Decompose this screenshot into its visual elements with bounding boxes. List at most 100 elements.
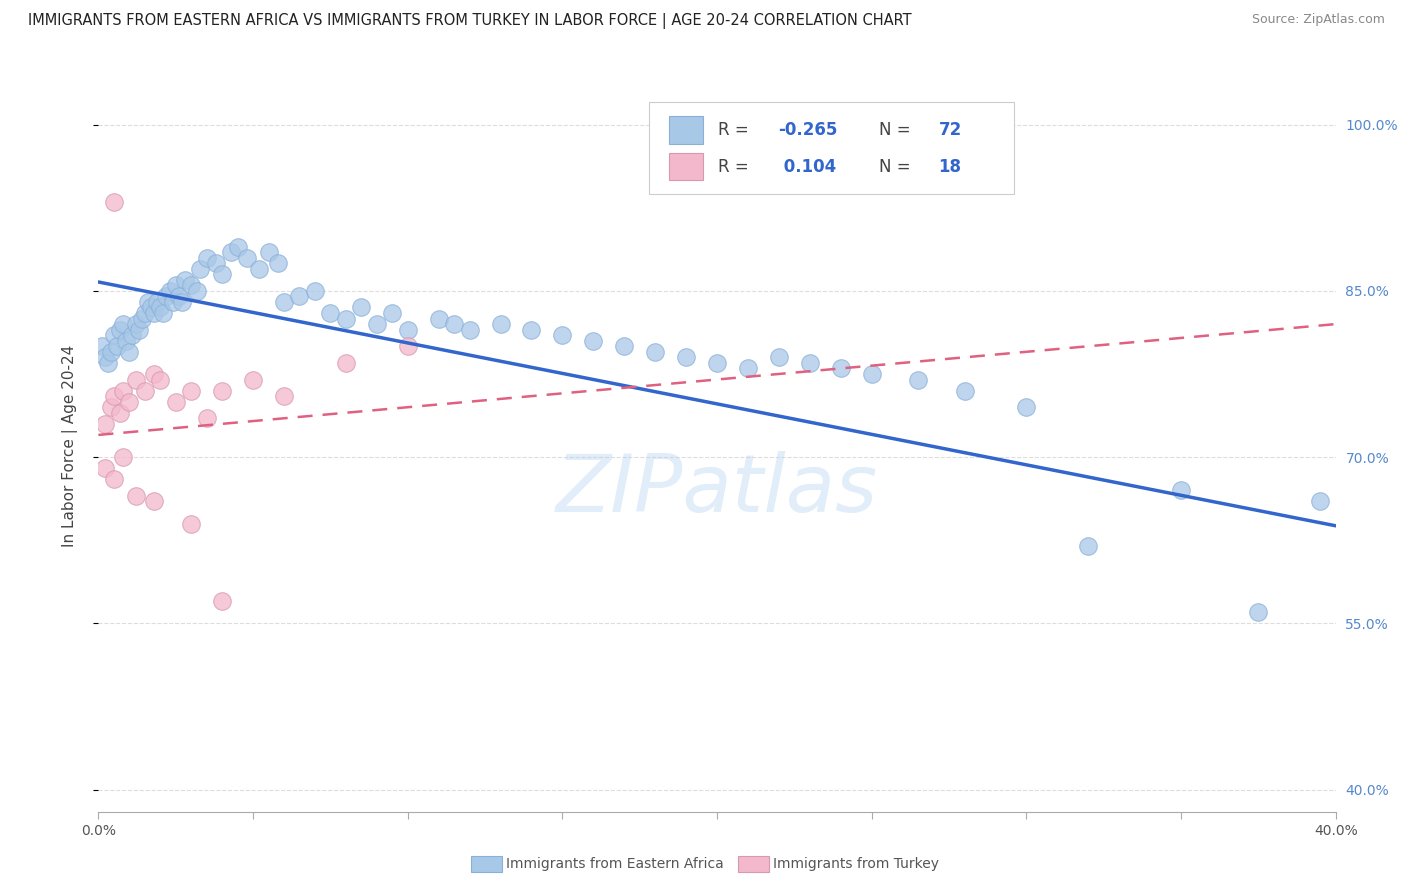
Point — [288, 289, 311, 303]
Point — [195, 251, 218, 265]
Point — [443, 317, 465, 331]
Point — [396, 323, 419, 337]
Point — [644, 344, 666, 359]
Point — [105, 339, 128, 353]
Point — [143, 367, 166, 381]
Point — [396, 339, 419, 353]
Point — [112, 450, 135, 464]
Point — [226, 239, 249, 253]
Point — [551, 328, 574, 343]
Text: IMMIGRANTS FROM EASTERN AFRICA VS IMMIGRANTS FROM TURKEY IN LABOR FORCE | AGE 20: IMMIGRANTS FROM EASTERN AFRICA VS IMMIGR… — [28, 13, 911, 29]
Point — [152, 306, 174, 320]
Text: Immigrants from Turkey: Immigrants from Turkey — [773, 857, 939, 871]
Point — [737, 361, 759, 376]
Point — [211, 594, 233, 608]
Text: N =: N = — [879, 158, 917, 176]
Text: Immigrants from Eastern Africa: Immigrants from Eastern Africa — [506, 857, 724, 871]
Point — [273, 294, 295, 309]
Point — [267, 256, 290, 270]
Point — [830, 361, 852, 376]
Point — [195, 411, 218, 425]
Point — [143, 494, 166, 508]
Text: 72: 72 — [939, 121, 962, 139]
Point — [247, 261, 270, 276]
Point — [112, 384, 135, 398]
Point — [103, 472, 125, 486]
Y-axis label: In Labor Force | Age 20-24: In Labor Force | Age 20-24 — [62, 345, 77, 547]
Point — [205, 256, 228, 270]
Point — [335, 356, 357, 370]
Point — [165, 394, 187, 409]
Point — [124, 372, 146, 386]
Text: N =: N = — [879, 121, 917, 139]
Point — [170, 294, 193, 309]
Point — [165, 278, 187, 293]
Point — [112, 317, 135, 331]
Point — [174, 273, 197, 287]
Point — [100, 401, 122, 415]
Point — [115, 334, 138, 348]
Point — [143, 306, 166, 320]
Point — [768, 351, 790, 365]
Point — [180, 516, 202, 531]
Point — [211, 267, 233, 281]
Point — [1247, 605, 1270, 619]
Point — [860, 367, 883, 381]
Point — [155, 289, 177, 303]
Point — [121, 328, 143, 343]
Point — [108, 323, 131, 337]
Point — [613, 339, 636, 353]
Point — [366, 317, 388, 331]
Point — [139, 301, 162, 315]
Point — [149, 301, 172, 315]
Point — [108, 406, 131, 420]
Point — [221, 245, 243, 260]
Point — [162, 294, 184, 309]
Text: 0.104: 0.104 — [778, 158, 837, 176]
Point — [134, 306, 156, 320]
Point — [103, 389, 125, 403]
Point — [128, 323, 150, 337]
Point — [118, 394, 141, 409]
Point — [131, 311, 153, 326]
Point — [136, 294, 159, 309]
Point — [118, 344, 141, 359]
Point — [319, 306, 342, 320]
Point — [257, 245, 280, 260]
Text: -0.265: -0.265 — [778, 121, 837, 139]
Point — [799, 356, 821, 370]
FancyBboxPatch shape — [650, 103, 1014, 194]
Point — [186, 284, 208, 298]
FancyBboxPatch shape — [669, 116, 703, 144]
Point — [242, 372, 264, 386]
Point — [124, 317, 146, 331]
Point — [273, 389, 295, 403]
Point — [335, 311, 357, 326]
Point — [180, 278, 202, 293]
Point — [103, 328, 125, 343]
Point — [149, 372, 172, 386]
FancyBboxPatch shape — [669, 153, 703, 180]
Point — [124, 489, 146, 503]
Point — [381, 306, 404, 320]
Point — [304, 284, 326, 298]
Point — [90, 339, 112, 353]
Point — [427, 311, 450, 326]
Text: ZIPatlas: ZIPatlas — [555, 450, 879, 529]
Point — [159, 284, 181, 298]
Point — [93, 351, 115, 365]
Point — [1170, 483, 1192, 498]
Point — [520, 323, 543, 337]
Point — [489, 317, 512, 331]
Point — [103, 195, 125, 210]
Text: Source: ZipAtlas.com: Source: ZipAtlas.com — [1251, 13, 1385, 27]
Point — [236, 251, 259, 265]
Point — [93, 417, 115, 431]
Point — [180, 384, 202, 398]
Text: R =: R = — [718, 121, 754, 139]
Point — [211, 384, 233, 398]
Point — [953, 384, 976, 398]
Point — [93, 461, 115, 475]
Point — [167, 289, 190, 303]
Point — [134, 384, 156, 398]
